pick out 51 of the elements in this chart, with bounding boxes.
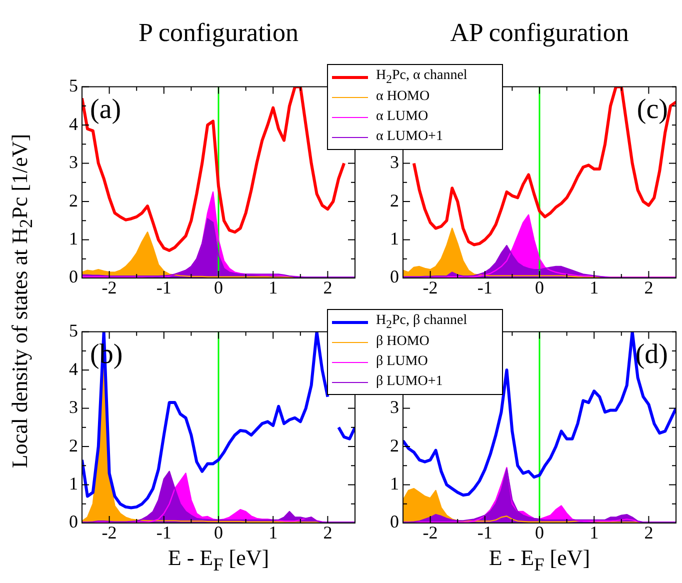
y-tick-label: 2	[390, 190, 399, 210]
y-tick-label: 5	[69, 76, 78, 96]
x-tick-label: 2	[644, 522, 654, 543]
y-tick-label: 3	[69, 397, 78, 418]
x-axis-title: E - E$_{F}$ [eV]	[166, 545, 270, 576]
x-tick-label: -1	[156, 522, 172, 543]
legend-label: α LUMO+1	[376, 129, 443, 145]
y-tick-label: 3	[390, 397, 399, 418]
legend-label: H$_{2}$Pc, α channel	[376, 68, 468, 86]
legend-label: α HOMO	[376, 89, 430, 105]
annotation: (d)	[635, 339, 668, 370]
x-tick-label: 2	[323, 278, 332, 298]
x-tick-label: 1	[268, 278, 278, 298]
x-tick-label: 2	[323, 522, 332, 543]
y-tick-label: 1	[69, 473, 78, 494]
y-tick-label: 1	[69, 228, 78, 248]
x-tick-label: 1	[590, 278, 599, 298]
y-tick-label: 2	[69, 190, 78, 210]
x-tick-label: 0	[214, 278, 223, 298]
y-tick-label: 2	[390, 435, 399, 456]
legend-label: β LUMO	[376, 354, 428, 370]
y-tick-label: 4	[69, 114, 78, 134]
x-tick-label: -2	[102, 522, 117, 543]
y-tick-label: 5	[69, 320, 78, 341]
legend-label: α LUMO	[376, 109, 428, 125]
x-tick-label: -1	[477, 522, 492, 543]
legend-label: H$_{2}$Pc, β channel	[376, 313, 468, 331]
x-tick-label: 0	[214, 522, 223, 543]
y-tick-label: 1	[390, 473, 399, 494]
y-tick-label: 4	[69, 358, 78, 379]
y-tick-label: 1	[390, 228, 399, 248]
x-tick-label: 1	[590, 522, 599, 543]
x-tick-label: -1	[477, 278, 492, 298]
x-tick-label: 0	[535, 522, 544, 543]
chart-title: P configuration	[137, 18, 300, 48]
x-axis-title: E - E$_{F}$ [eV]	[488, 545, 592, 576]
chart-title: AP configuration	[449, 18, 630, 48]
annotation: (c)	[636, 94, 668, 126]
y-tick-label: 3	[390, 152, 399, 172]
x-tick-label: -2	[422, 522, 438, 543]
x-tick-label: -2	[422, 278, 438, 298]
legend-label: β HOMO	[376, 334, 430, 350]
annotation: (a)	[90, 94, 122, 126]
y-tick-label: 3	[69, 152, 78, 172]
y-tick-label: 2	[69, 435, 78, 456]
x-tick-label: 0	[535, 278, 544, 298]
x-tick-label: 1	[268, 522, 278, 543]
legend-label: β LUMO+1	[376, 374, 443, 390]
x-tick-label: 2	[644, 278, 654, 298]
x-tick-label: -2	[102, 278, 117, 298]
x-tick-label: -1	[156, 278, 172, 298]
